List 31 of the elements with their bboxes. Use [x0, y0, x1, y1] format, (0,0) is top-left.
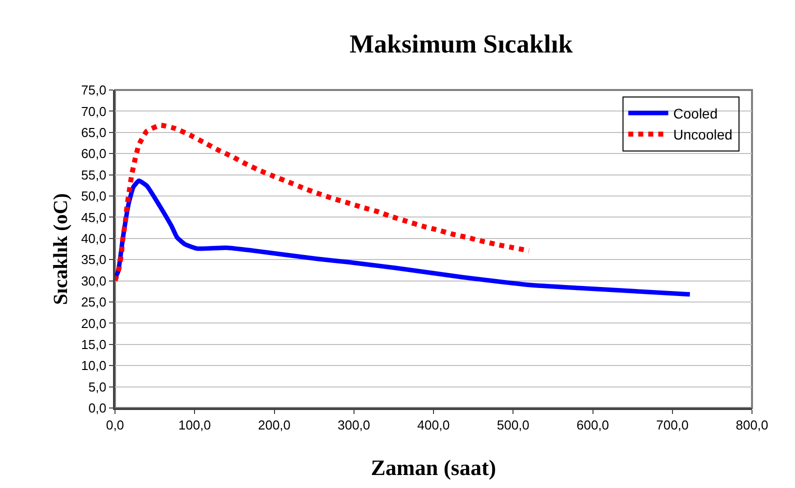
y-tick-label: 5,0 — [88, 379, 106, 394]
x-tick-label: 300,0 — [338, 418, 370, 433]
chart-title: Maksimum Sıcaklık — [349, 29, 574, 58]
y-tick-label: 0,0 — [88, 400, 106, 416]
legend-label: Uncooled — [673, 126, 732, 143]
legend-label: Cooled — [673, 105, 718, 122]
y-tick-label: 25,0 — [81, 294, 106, 310]
y-tick-label: 70,0 — [81, 104, 106, 119]
x-tick-label: 0,0 — [106, 418, 124, 433]
line-series — [115, 178, 692, 297]
y-tick-label: 40,0 — [81, 230, 106, 246]
x-tick-label: 700,0 — [656, 418, 689, 433]
y-tick-label: 45,0 — [81, 210, 106, 225]
y-tick-label: 60,0 — [81, 146, 106, 162]
x-axis-title: Zaman (saat) — [370, 455, 496, 480]
y-tick-label: 15,0 — [81, 336, 106, 352]
y-tick-label: 65,0 — [81, 124, 106, 140]
y-axis-title: Sıcaklık (oC) — [50, 193, 72, 305]
x-tick-label: 200,0 — [258, 418, 291, 433]
y-tick-label: 55,0 — [81, 167, 106, 182]
y-tick-label: 50,0 — [81, 188, 106, 204]
y-tick-label: 20,0 — [81, 316, 106, 331]
y-tick-label: 35,0 — [81, 252, 106, 268]
x-tick-label: 500,0 — [496, 418, 530, 433]
y-tick-label: 10,0 — [81, 358, 106, 374]
y-tick-label: 75,0 — [81, 82, 106, 98]
x-tick-label: 600,0 — [576, 418, 610, 433]
x-tick-label: 400,0 — [417, 418, 450, 433]
x-tick-label: 100,0 — [178, 418, 211, 433]
x-tick-label: 800,0 — [736, 418, 768, 433]
y-tick-label: 30,0 — [81, 273, 106, 288]
